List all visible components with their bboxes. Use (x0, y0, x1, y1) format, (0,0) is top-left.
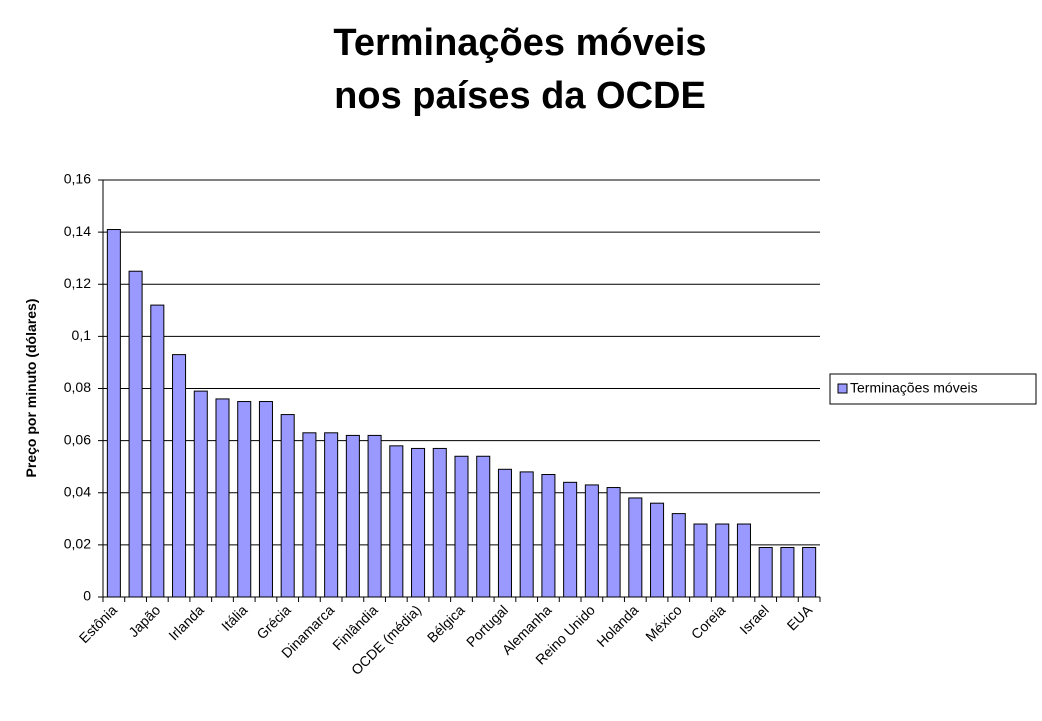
bar (128, 270, 143, 598)
x-tick-label: EUA (784, 601, 816, 633)
bar (432, 447, 447, 598)
bar (258, 401, 273, 598)
bar (541, 474, 556, 598)
x-tick-label: Itália (218, 602, 250, 634)
x-tick-label: Coreia (688, 602, 729, 643)
y-tick-label: 0,12 (64, 275, 91, 291)
bar (302, 432, 317, 598)
bar (367, 434, 382, 598)
legend-swatch (837, 383, 848, 394)
bar (563, 481, 578, 598)
x-tick-label: Irlanda (165, 602, 207, 644)
bar (628, 497, 643, 598)
bar (389, 445, 404, 598)
y-tick-label: 0 (83, 588, 91, 604)
bar (215, 398, 230, 598)
y-axis-label: Preço por minuto (dólares) (23, 299, 39, 478)
x-tick-label: Grécia (253, 602, 294, 643)
y-tick-label: 0,04 (64, 483, 91, 499)
y-tick-label: 0,14 (64, 223, 91, 239)
bar (584, 484, 599, 598)
x-tick-label: Estônia (76, 602, 120, 646)
bar (758, 546, 773, 598)
legend-label: Terminações móveis (850, 380, 978, 396)
bar (476, 455, 491, 598)
chart-title: Terminações móveis (333, 22, 706, 64)
bar (193, 390, 208, 598)
y-tick-label: 0,06 (64, 431, 91, 447)
y-tick-label: 0,16 (64, 171, 91, 187)
chart-title: nos países da OCDE (334, 75, 706, 117)
bar (280, 414, 295, 598)
y-tick-label: 0,08 (64, 379, 91, 395)
bar (345, 434, 360, 598)
bar (606, 487, 621, 598)
bar (693, 523, 708, 598)
bar (411, 447, 426, 598)
bar (150, 304, 165, 598)
legend-box (829, 373, 1037, 405)
bar (497, 468, 512, 598)
y-tick-label: 0,1 (72, 327, 92, 343)
x-tick-label: Israel (736, 602, 772, 638)
bar (780, 546, 795, 598)
bar (715, 523, 730, 598)
bar (106, 229, 121, 598)
x-tick-label: México (642, 602, 685, 645)
bar (172, 354, 187, 598)
x-tick-label: Bélgica (424, 602, 468, 646)
bar (671, 513, 686, 598)
bar (324, 432, 339, 598)
x-tick-label: Japão (125, 602, 163, 640)
bar (736, 523, 751, 598)
bar (237, 401, 252, 598)
bar (650, 502, 665, 598)
bar (802, 546, 817, 598)
bar (454, 455, 469, 598)
y-tick-label: 0,02 (64, 536, 91, 552)
bar (519, 471, 534, 598)
x-tick-label: Holanda (593, 602, 641, 650)
